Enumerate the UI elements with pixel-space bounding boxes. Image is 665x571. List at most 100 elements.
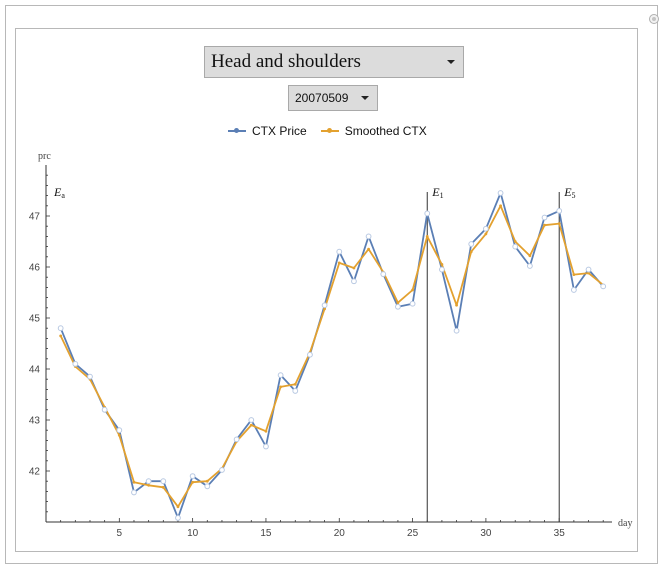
x-tick-label: 25 [407,528,419,539]
price-point [204,483,211,490]
smoothed-point [572,273,576,277]
pattern-dropdown[interactable]: Head and shoulders [204,46,464,78]
x-tick-label: 35 [554,528,566,539]
smoothed-point [587,271,590,275]
y-tick-label: 46 [29,263,41,274]
y-tick-label: 44 [29,365,41,376]
close-circle-icon[interactable] [649,14,659,24]
price-point [336,248,343,255]
price-point [248,417,255,423]
price-point [585,266,592,273]
price-point [57,325,64,332]
smoothed-point [352,266,356,270]
smoothed-point [557,222,561,226]
legend-label-smoothed: Smoothed CTX [344,124,427,138]
price-point [292,388,299,394]
smoothed-point [455,303,458,307]
smoothed-point [411,288,414,292]
event-marker-label: Ea [53,185,65,200]
y-tick-label: 42 [29,467,41,478]
price-point [233,436,240,443]
price-point [145,478,152,485]
smoothed-point [264,429,268,433]
smoothed-point [279,385,283,389]
chevron-down-icon [447,60,455,64]
smoothed-point [367,247,370,251]
smoothed-point [499,204,502,208]
legend-item-price: CTX Price [228,124,307,138]
x-tick-label: 30 [480,528,492,539]
smoothed-point [543,223,546,227]
smoothed-point [469,250,473,254]
price-point [189,473,196,480]
price-point [277,372,284,379]
smoothed-point [337,261,341,265]
pattern-dropdown-value: Head and shoulders [211,51,361,72]
smoothed-point [117,433,121,437]
legend-label-price: CTX Price [252,124,307,138]
price-point [556,208,563,214]
y-tick-label: 43 [29,416,41,427]
smoothed-point [176,505,180,509]
smoothed-point [249,423,253,427]
price-point [351,278,357,285]
smoothed-point [205,479,209,483]
price-point [497,190,504,196]
y-axis-label: prc [38,151,51,162]
chart-panel [15,28,638,552]
smoothed-point [528,254,532,258]
smoothed-point [293,382,297,386]
price-point [380,271,387,278]
smoothed-point [323,307,327,311]
smoothed-series-line [59,204,604,508]
price-point [439,266,445,273]
x-tick-label: 20 [334,528,346,539]
price-point [307,351,313,358]
price-point [219,467,225,473]
price-point [116,427,123,434]
price-point [365,233,372,240]
price-point [101,406,108,413]
price-point [453,327,460,334]
price-point [570,287,577,293]
event-marker-label: E5 [563,185,575,200]
price-point [87,373,93,380]
smoothed-point [484,232,488,236]
x-tick-label: 10 [187,528,199,539]
price-point [409,300,416,307]
price-point [541,214,548,221]
chart-legend: CTX Price Smoothed CTX [228,122,441,140]
legend-item-smoothed: Smoothed CTX [320,124,427,138]
price-point [175,515,181,521]
date-dropdown[interactable]: 20070509 [288,85,378,111]
price-point [131,489,137,496]
smoothed-point [440,263,444,266]
smoothed-point [132,480,136,484]
price-point [160,478,167,485]
smoothed-point [161,485,165,489]
price-point [600,283,607,290]
price-point [526,263,533,269]
smoothed-point [59,334,63,338]
smoothed-point [425,235,429,238]
smoothed-point [513,240,517,243]
price-point [72,361,79,367]
price-point [468,241,475,247]
x-axis-label: day [618,518,632,529]
price-point [395,303,401,310]
smoothed-point [396,301,400,305]
price-series-line [59,192,604,519]
event-marker-label: E1 [431,185,443,200]
y-tick-label: 47 [29,212,41,223]
price-point [263,443,269,450]
x-tick-label: 5 [117,528,123,539]
legend-swatch-smoothed [320,128,339,133]
smoothed-point [147,483,151,487]
price-point [424,210,431,217]
price-point [321,302,328,309]
x-tick-label: 15 [260,528,272,539]
y-tick-label: 45 [29,314,41,325]
price-point [482,225,489,232]
legend-swatch-price [228,128,246,133]
